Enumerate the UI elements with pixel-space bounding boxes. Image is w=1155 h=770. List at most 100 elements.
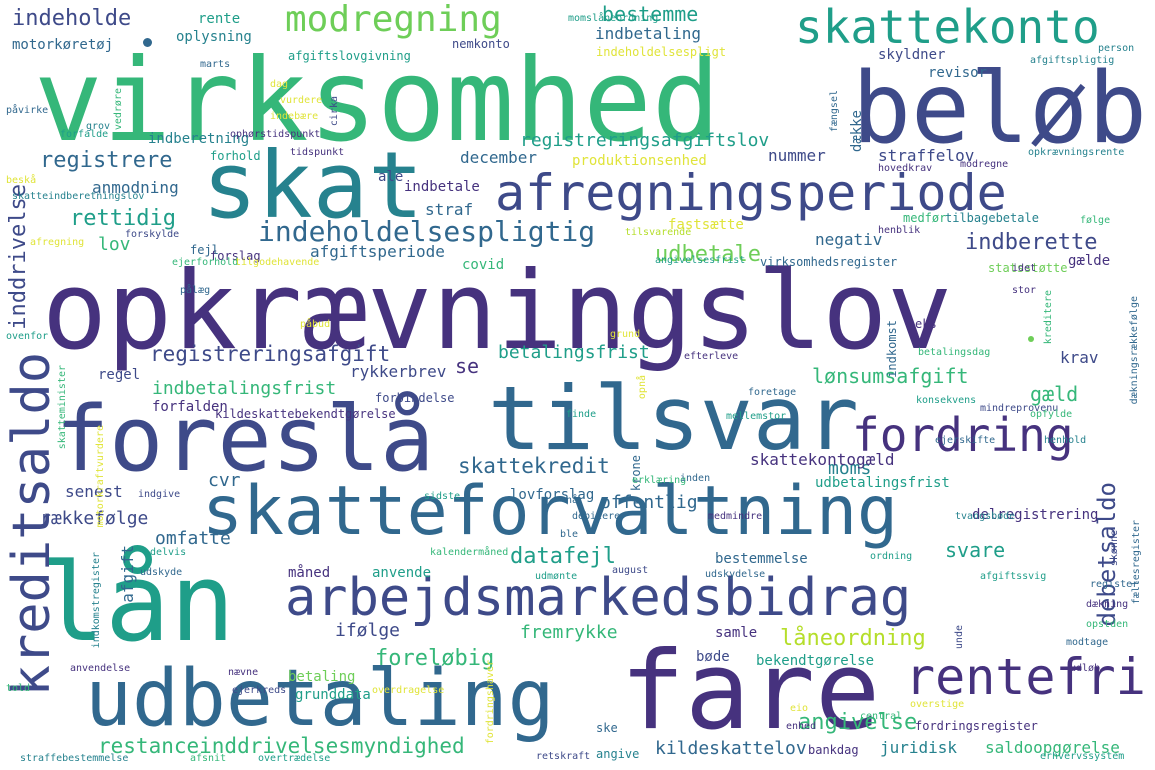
word: nævne (228, 667, 259, 678)
word: kildeskattebekendtgørelse (215, 407, 396, 421)
word: negativ (815, 230, 883, 249)
word: indberette (965, 230, 1098, 255)
word: ble (560, 529, 579, 540)
word: angivelse (798, 710, 918, 735)
word: overdragelse (372, 685, 445, 696)
word: bankdag (808, 743, 859, 757)
word: juridisk (880, 738, 958, 757)
word: erhvervssystem (1040, 751, 1125, 762)
word: mellemstor (726, 411, 787, 422)
word: dække (849, 110, 865, 153)
word: udløb (1070, 663, 1101, 674)
word: kildeskattelov (655, 738, 807, 759)
word: mindreprovenu (980, 403, 1059, 414)
word: pålæg (180, 285, 211, 296)
word: ejerskifte (935, 435, 996, 446)
word: debitere (572, 511, 621, 522)
word: beskå (6, 175, 37, 186)
word: afgiftssvig (980, 571, 1047, 582)
word: foreslå (55, 387, 435, 492)
word: forslag (210, 249, 261, 263)
word: tvangsbøde (955, 511, 1016, 522)
word: kalendermåned (430, 547, 509, 558)
word: betalingsfrist (498, 342, 650, 363)
dot (1028, 336, 1034, 342)
word: udskydelse (705, 569, 766, 580)
word: tilsvarende (625, 227, 692, 238)
word: betalingsdag (918, 347, 991, 358)
word: rente (198, 11, 241, 27)
word: bøde (696, 649, 730, 665)
word: skatteindberetningslov (12, 191, 145, 202)
word: fængsel (829, 90, 840, 133)
word: skatteforvaltning (202, 472, 898, 551)
word: registrere (40, 148, 173, 173)
word: marts (200, 59, 231, 70)
word: opkrævningslov (42, 249, 953, 374)
word: dækningsrækkefølge (1129, 296, 1140, 405)
word: fare (620, 629, 881, 754)
word: modregning (285, 0, 502, 40)
word: krav (1060, 348, 1099, 367)
word: fastsætte (668, 217, 744, 233)
word: offentlig (600, 492, 698, 513)
word: virksomhed (34, 34, 721, 167)
word: straf (425, 200, 474, 219)
word: foretage (748, 387, 797, 398)
word: retskraft (536, 751, 591, 762)
word: skattekonto (795, 0, 1100, 54)
word: momslåneordning (568, 13, 659, 24)
word: rykkerbrev (350, 362, 447, 381)
word: told (6, 683, 31, 694)
word: enhed (786, 721, 817, 732)
word: erklæring (632, 475, 687, 486)
word: regel (98, 367, 141, 383)
word: påbud (300, 319, 331, 330)
word: cirka (329, 96, 340, 127)
word: motorkøretøj (12, 37, 114, 53)
word: inden (680, 473, 711, 484)
word: tidspunkt (290, 147, 345, 158)
word: følge (1080, 215, 1111, 226)
word: modtage (1066, 637, 1109, 648)
word: straffelov (878, 146, 975, 165)
word: straffebestemmelse (20, 753, 129, 764)
word: anvende (372, 565, 432, 581)
word: grund (610, 329, 641, 340)
word: fordringshaver (485, 660, 496, 745)
word: eio (790, 703, 809, 714)
word: bekendtgørelse (756, 653, 875, 669)
word: indkomst (885, 320, 899, 378)
word: udmønte (535, 571, 578, 582)
word: motorkraftvurdere (95, 425, 106, 528)
word: beløb (852, 52, 1148, 166)
word: samle (715, 625, 758, 641)
word: grov (86, 121, 111, 132)
word: idet (1012, 263, 1037, 274)
word: betaling (288, 669, 356, 685)
word: skat (202, 132, 424, 239)
word: statsstøtte (988, 261, 1068, 275)
word: indberetning (148, 131, 250, 147)
word: vedrøre (113, 88, 124, 131)
word: ophørstidspunkt (230, 129, 321, 140)
word: lov (98, 234, 131, 255)
word: ejerforhold (172, 257, 239, 268)
word: nemkonto (452, 37, 510, 51)
word: rentefri (905, 648, 1146, 706)
word: hovedkrav (878, 163, 933, 174)
word: omfatte (155, 528, 231, 549)
word: udskyde (140, 567, 183, 578)
word: revisor (928, 65, 988, 81)
word: indgive (138, 489, 181, 500)
word: indbetalingsfrist (152, 378, 337, 399)
word: indeholdelsespligtig (258, 215, 596, 248)
word: bestemmelse (715, 551, 808, 567)
word: kreditere (1043, 290, 1054, 345)
word: foreløbig (375, 646, 495, 671)
word: saldoopgørelse (985, 738, 1120, 757)
word: skatteminister (57, 365, 68, 450)
word: ske (596, 721, 618, 735)
word: skyldner (878, 47, 946, 63)
